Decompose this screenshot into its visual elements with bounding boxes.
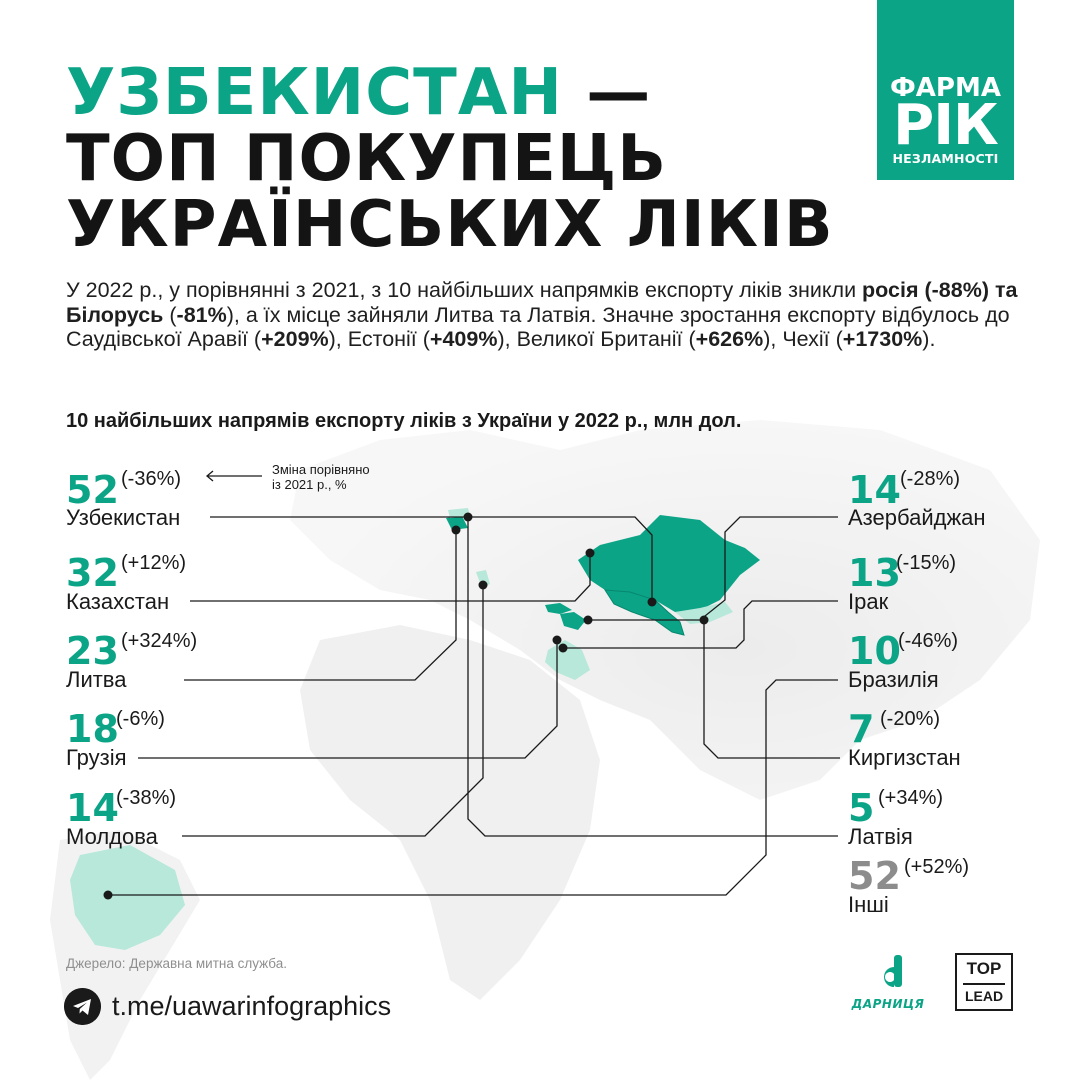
intro-run-1: росія (-88%) <box>862 278 989 302</box>
value-iraq: 13 <box>848 551 901 595</box>
telegram-link[interactable]: t.me/uawarinfographics <box>112 991 392 1021</box>
change-kyrgyzstan: (-20%) <box>880 708 941 730</box>
intro-run-3: та Білорусь <box>66 278 1018 327</box>
change-lithuania: (+324%) <box>121 630 198 652</box>
logo-line-2: РІК <box>893 93 999 158</box>
value-others: 52 <box>848 854 901 898</box>
change-georgia: (-6%) <box>116 708 165 730</box>
telegram-icon[interactable] <box>64 988 101 1025</box>
title-line-3: УКРАЇНСЬКИХ ЛІКІВ <box>66 188 834 262</box>
toplead-logo: TOP LEAD <box>955 953 1013 1011</box>
legend-note-line-1: Зміна порівняно <box>272 462 370 477</box>
title-highlight: УЗБЕКИСТАН <box>66 56 563 130</box>
intro-run-6: ), а їх місце зайняли Литва та Латвія. З… <box>66 302 1010 352</box>
toplead-divider <box>963 983 1005 985</box>
intro-run-14: ). <box>922 327 936 351</box>
value-georgia: 18 <box>66 707 119 751</box>
africa-shape <box>300 625 600 1000</box>
name-kazakhstan: Казахстан <box>66 589 170 614</box>
intro-run-8: ), Естонії ( <box>328 327 430 351</box>
darnytsia-label: ДАРНИЦЯ <box>851 997 925 1011</box>
title-dash: — <box>562 56 652 130</box>
change-latvia: (+34%) <box>878 787 944 809</box>
page-title: УЗБЕКИСТАН — ТОП ПОКУПЕЦЬ УКРАЇНСЬКИХ ЛІ… <box>66 60 834 258</box>
name-latvia: Латвія <box>848 824 913 849</box>
intro-run-12: ), Чехії ( <box>763 327 843 351</box>
intro-paragraph: У 2022 р., у порівнянні з 2021, з 10 най… <box>66 278 1026 352</box>
intro-run-0: У 2022 р., у порівнянні з 2021, з 10 най… <box>66 278 863 302</box>
change-azerbaijan: (-28%) <box>900 468 961 490</box>
change-iraq: (-15%) <box>896 552 957 574</box>
intro-run-9: +409% <box>429 327 498 351</box>
darnytsia-logo: ДАРНИЦЯ <box>848 955 928 1015</box>
intro-run-7: +209% <box>261 327 329 351</box>
toplead-line-1: TOP <box>966 959 1002 978</box>
change-kazakhstan: (+12%) <box>121 552 187 574</box>
logo-line-1: ФАРМА <box>890 73 1001 103</box>
value-brazil: 10 <box>848 629 901 673</box>
name-others: Інші <box>848 892 889 917</box>
name-brazil: Бразилія <box>848 667 939 692</box>
arrow-left-icon <box>205 470 262 482</box>
name-lithuania: Литва <box>66 667 127 692</box>
change-brazil: (-46%) <box>898 630 959 652</box>
legend-note-line-2: із 2021 р., % <box>272 477 347 492</box>
value-latvia: 5 <box>848 786 875 830</box>
change-uzbekistan: (-36%) <box>121 468 182 490</box>
value-kyrgyzstan: 7 <box>848 707 875 751</box>
intro-run-5: -81% <box>176 302 227 327</box>
name-iraq: Ірак <box>848 589 889 614</box>
legend-note: Зміна порівняно із 2021 р., % <box>272 462 370 492</box>
intro-run-10: ), Великої Британії ( <box>497 327 696 351</box>
chart-subtitle: 10 найбільших напрямів експорту ліків з … <box>66 410 742 432</box>
value-kazakhstan: 32 <box>66 551 119 595</box>
value-lithuania: 23 <box>66 629 119 673</box>
intro-run-11: +626% <box>695 327 764 351</box>
name-uzbekistan: Узбекистан <box>66 505 181 530</box>
pharma-year-logo: ФАРМА РІК НЕЗЛАМНОСТІ <box>877 0 1014 180</box>
intro-run-13: +1730% <box>842 327 923 351</box>
value-azerbaijan: 14 <box>848 468 901 512</box>
change-moldova: (-38%) <box>116 787 177 809</box>
value-moldova: 14 <box>66 786 119 830</box>
value-uzbekistan: 52 <box>66 468 119 512</box>
name-kyrgyzstan: Киргизстан <box>848 745 961 770</box>
toplead-line-2: LEAD <box>964 988 1004 1004</box>
name-azerbaijan: Азербайджан <box>848 505 986 530</box>
name-moldova: Молдова <box>66 824 158 849</box>
intro-run-4: ( <box>163 302 177 327</box>
name-georgia: Грузія <box>66 745 127 770</box>
logo-line-3: НЕЗЛАМНОСТІ <box>892 151 999 166</box>
darnytsia-mark-icon <box>884 955 902 987</box>
title-line-2: ТОП ПОКУПЕЦЬ <box>66 122 667 196</box>
source-note: Джерело: Державна митна служба. <box>66 956 287 971</box>
change-others: (+52%) <box>904 856 970 878</box>
